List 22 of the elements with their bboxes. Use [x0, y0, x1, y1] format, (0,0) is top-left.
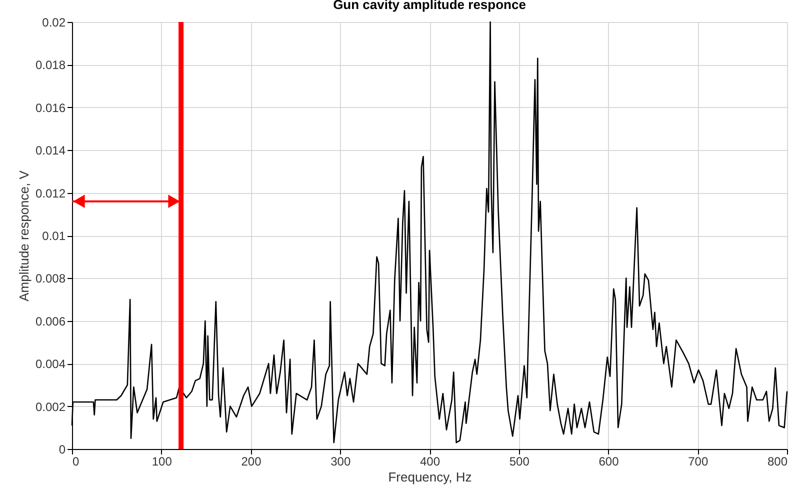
y-tick-label: 0.02 [42, 16, 66, 30]
x-tick-label: 200 [241, 454, 262, 468]
y-tick-label: 0.01 [42, 229, 66, 243]
y-tick-label: 0.012 [35, 186, 66, 200]
x-tick-label: 400 [420, 454, 440, 468]
y-tick-label: 0.004 [35, 357, 66, 372]
x-tick-label: 100 [152, 454, 172, 468]
y-tick-label: 0.014 [35, 144, 66, 158]
x-tick-label: 0 [72, 454, 80, 468]
y-tick-label: 0.008 [35, 272, 66, 286]
y-axis-title: Amplitude responce, V [16, 170, 32, 302]
x-tick-label: 500 [509, 454, 530, 468]
x-tick-label: 800 [767, 454, 788, 468]
x-tick-label: 700 [688, 454, 708, 468]
x-tick-label: 600 [598, 454, 620, 468]
y-tick-label: 0.018 [35, 58, 66, 72]
y-tick-label: 0 [58, 442, 66, 456]
y-tick-label: 0.002 [35, 400, 66, 414]
y-tick-label: 0.006 [35, 314, 66, 328]
x-axis-title: Frequency, Hz [388, 470, 472, 484]
y-tick-label: 0.016 [35, 100, 66, 115]
x-tick-label: 300 [330, 454, 351, 468]
